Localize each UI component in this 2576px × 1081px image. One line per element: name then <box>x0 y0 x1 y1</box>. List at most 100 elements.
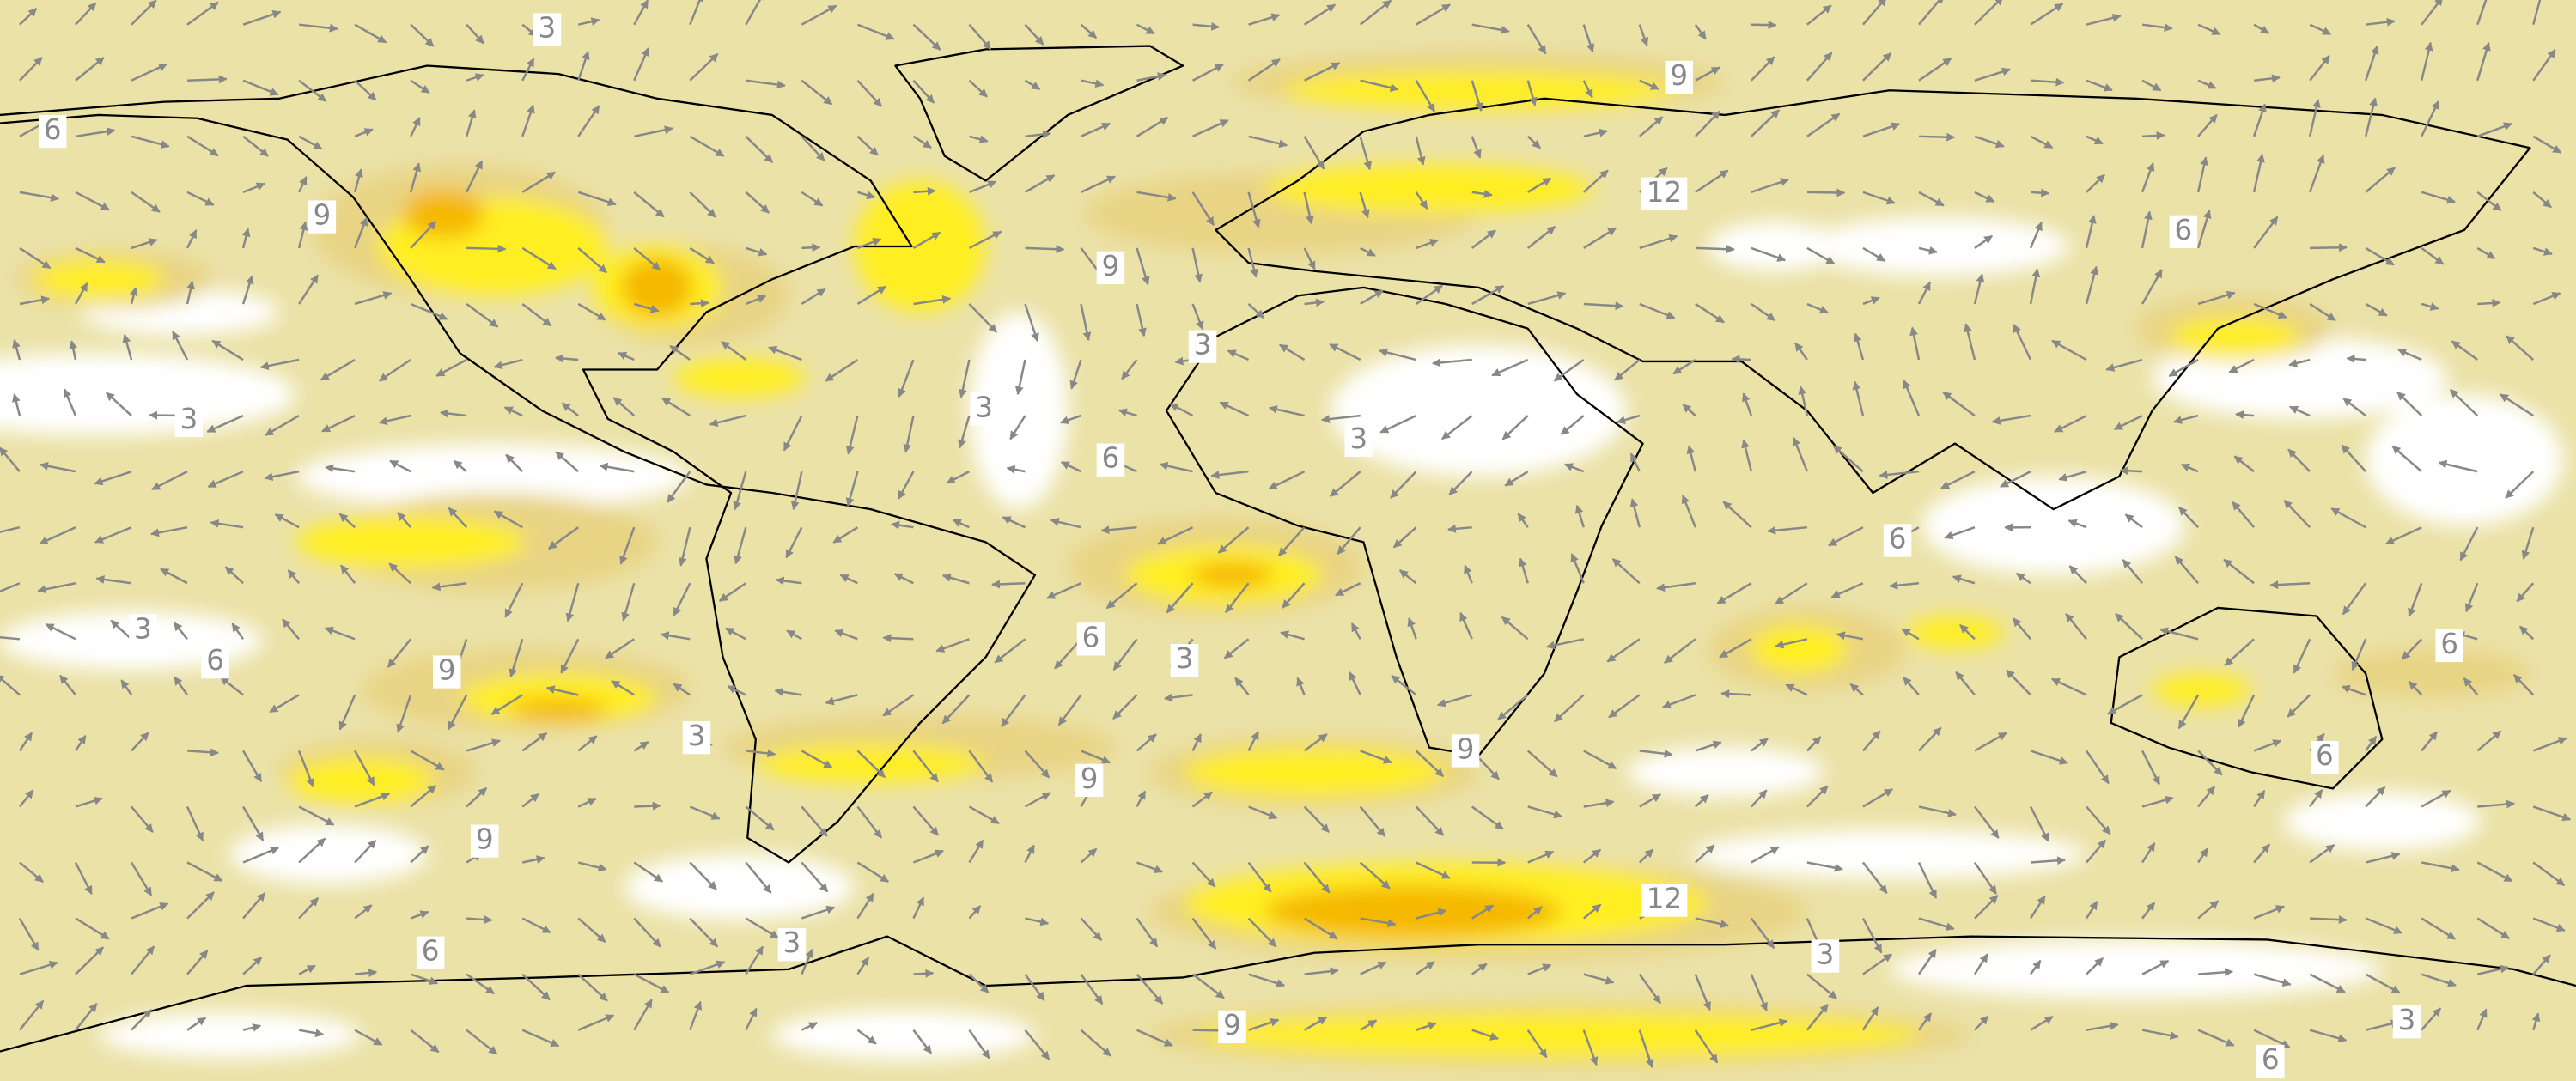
wind-arrow <box>1582 169 1609 193</box>
wind-arrow <box>1526 135 1541 149</box>
wind-arrow <box>1136 790 1147 808</box>
wind-arrow <box>1304 298 1325 307</box>
wind-arrow <box>2364 97 2378 137</box>
wind-arrow <box>2309 1029 2348 1043</box>
wind-arrow <box>545 685 579 696</box>
wind-arrow <box>2365 917 2403 934</box>
wind-arrow <box>612 397 636 417</box>
wind-arrow <box>1247 861 1272 893</box>
wind-arrow <box>1751 21 1777 30</box>
wind-arrow <box>2365 302 2388 317</box>
wind-arrow <box>320 358 356 381</box>
wind-arrow <box>1024 792 1051 808</box>
wind-arrow <box>2532 0 2542 26</box>
wind-arrow <box>1416 3 1451 26</box>
wind-arrow <box>1526 225 1556 249</box>
wind-arrow <box>1349 671 1361 695</box>
wind-arrow <box>1050 518 1081 529</box>
wind-arrow <box>242 892 266 920</box>
wind-arrow <box>2085 901 2098 920</box>
wind-arrow <box>1694 974 1711 1011</box>
wind-arrow <box>2253 973 2292 987</box>
wind-arrow <box>1329 471 1361 497</box>
contour-label: 6 <box>422 935 440 968</box>
wind-arrow <box>1918 805 1957 817</box>
wind-arrow <box>387 638 412 668</box>
label-box <box>1344 423 1373 457</box>
contour-label: 9 <box>1223 1009 1241 1042</box>
wind-arrow <box>1974 895 1999 920</box>
wind-arrow <box>2341 684 2366 696</box>
wind-arrow <box>673 683 691 696</box>
wind-arrow <box>621 582 636 622</box>
wind-arrow <box>1136 116 1169 137</box>
wind-arrow <box>298 1029 325 1038</box>
wind-arrow <box>1234 677 1250 696</box>
wind-arrow <box>1247 303 1265 319</box>
wind-arrow <box>2476 730 2502 752</box>
wind-arrow <box>172 331 189 361</box>
wind-arrow <box>2521 526 2535 560</box>
contour-label: 6 <box>206 644 224 677</box>
wind-arrow <box>410 221 437 249</box>
wind-arrow <box>242 1023 262 1032</box>
wind-arrow <box>599 462 635 473</box>
wind-arrow <box>2396 391 2423 416</box>
wind-arrow <box>1448 471 1473 495</box>
wind-arrow <box>913 186 936 196</box>
wind-arrow <box>1751 302 1776 322</box>
wind-arrow <box>2141 750 2161 786</box>
wind-arrow <box>1136 72 1166 82</box>
wind-arrow <box>2124 513 2143 529</box>
wind-arrow <box>241 750 263 783</box>
wind-arrow <box>633 191 665 218</box>
label-box <box>129 614 157 647</box>
contour-label: 6 <box>2262 1043 2280 1076</box>
wind-arrow <box>1416 908 1447 920</box>
wind-arrow <box>1918 917 1955 932</box>
contour-label: 6 <box>2440 628 2458 660</box>
wind-arrow <box>2421 100 2440 137</box>
wind-arrow <box>912 805 940 836</box>
wind-arrow <box>466 73 484 82</box>
wind-arrow <box>1583 227 1617 249</box>
wind-arrow <box>1471 80 1483 112</box>
wind-arrow <box>19 861 44 884</box>
wind-arrow <box>19 246 52 270</box>
wind-arrow <box>1379 414 1417 434</box>
wind-arrow <box>634 125 673 138</box>
wind-arrow <box>1518 557 1529 584</box>
wind-arrow <box>1191 303 1204 331</box>
contour-label: 3 <box>180 403 198 435</box>
wind-arrow <box>1303 805 1331 833</box>
shade-blob <box>1749 624 1848 674</box>
wind-arrow <box>1918 726 1942 752</box>
wind-arrow <box>2477 298 2501 307</box>
wind-arrow <box>912 1029 933 1054</box>
wind-arrow <box>1192 118 1229 137</box>
wind-arrow <box>856 285 887 306</box>
wind-arrow <box>1247 731 1259 751</box>
wind-arrow <box>2365 852 2401 864</box>
wind-arrow <box>1828 526 1864 547</box>
wind-arrow <box>994 638 1026 664</box>
wind-arrow <box>2086 135 2104 145</box>
wind-arrow <box>1025 917 1050 926</box>
wind-arrow <box>521 855 545 864</box>
wind-arrow <box>1303 733 1328 752</box>
wind-arrow <box>2421 1007 2442 1031</box>
wind-arrow <box>2141 79 2162 92</box>
wind-arrow <box>968 973 990 993</box>
wind-arrow <box>74 861 93 895</box>
wind-arrow <box>2233 455 2255 473</box>
wind-arrow <box>1169 403 1194 417</box>
wind-arrow <box>2141 162 2155 193</box>
wind-arrow <box>689 135 725 157</box>
wind-arrow <box>1002 516 1026 529</box>
wind-arrow <box>2421 917 2457 940</box>
shade-blob <box>1264 164 1594 214</box>
label-box <box>416 936 445 969</box>
wind-arrow <box>577 735 598 752</box>
wind-arrow <box>1719 638 1752 659</box>
wind-arrow <box>120 679 133 696</box>
